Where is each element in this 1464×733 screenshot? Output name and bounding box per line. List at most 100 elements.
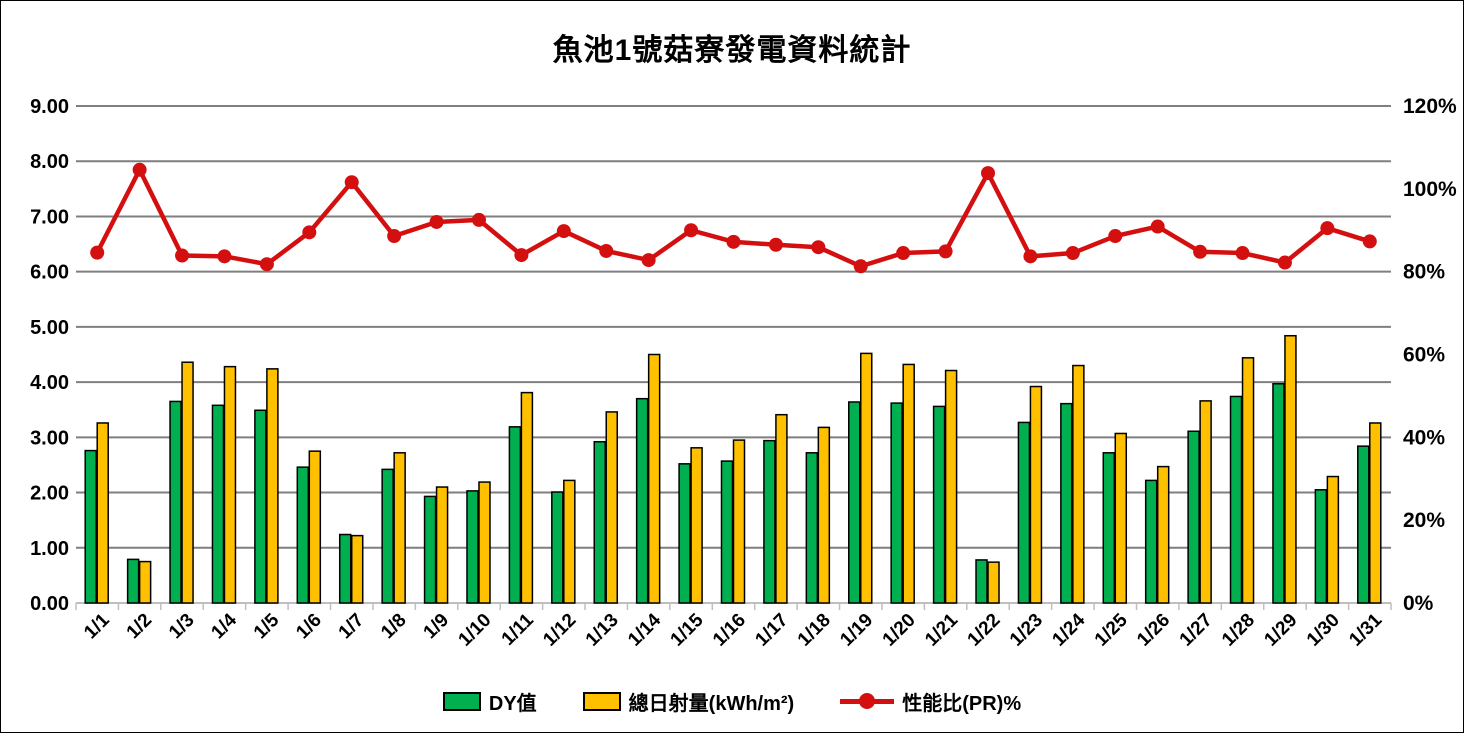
- pr-point-1/23: [1023, 249, 1038, 264]
- left-axis-label: 9.00: [30, 96, 69, 118]
- chart-legend: DY值 總日射量(kWh/m²) 性能比(PR)%: [1, 687, 1463, 716]
- bar-irradiance-1/14: [647, 353, 661, 604]
- bar-irradiance-1/29: [1284, 334, 1297, 604]
- legend-item-irradiance: 總日射量(kWh/m²): [582, 687, 795, 716]
- pr-point-1/1: [90, 245, 105, 260]
- pr-point-1/30: [1320, 221, 1335, 236]
- bar-irradiance-1/3: [181, 361, 194, 604]
- x-axis-label: 1/7: [335, 610, 369, 644]
- pr-point-1/26: [1150, 219, 1165, 234]
- left-axis-label: 3.00: [30, 427, 69, 449]
- x-axis-label: 1/3: [165, 610, 199, 644]
- irradiance-swatch-icon: [582, 692, 621, 711]
- bar-dy-1/21: [932, 405, 946, 604]
- right-axis-label: 80%: [1403, 261, 1445, 284]
- x-axis-label: 1/4: [207, 609, 241, 643]
- legend-item-dy: DY值: [442, 687, 537, 716]
- x-axis-label: 1/24: [1048, 609, 1089, 650]
- pr-point-1/29: [1277, 255, 1292, 270]
- x-axis-label: 1/8: [377, 610, 411, 644]
- bar-dy-1/12: [551, 491, 564, 604]
- pr-line-marker-icon: [840, 693, 895, 709]
- bar-dy-1/30: [1314, 489, 1328, 604]
- legend-item-pr: 性能比(PR)%: [840, 687, 1021, 716]
- x-axis-label: 1/11: [498, 609, 539, 650]
- bar-dy-1/13: [593, 441, 606, 604]
- bar-irradiance-1/21: [944, 369, 958, 604]
- bar-dy-1/2: [126, 558, 140, 604]
- left-axis-label: 8.00: [30, 151, 69, 173]
- bar-irradiance-1/15: [690, 447, 703, 604]
- left-axis-label: 5.00: [30, 317, 69, 339]
- pr-point-1/9: [429, 214, 444, 229]
- bar-irradiance-1/4: [223, 365, 237, 604]
- pr-point-1/5: [259, 257, 274, 272]
- right-axis-label: 60%: [1403, 344, 1445, 367]
- chart-title: 魚池1號菇寮發電資料統計: [552, 34, 912, 67]
- bar-dy-1/18: [805, 452, 819, 604]
- x-axis-label: 1/16: [709, 610, 750, 651]
- x-axis-label: 1/22: [964, 610, 1005, 651]
- bar-irradiance-1/10: [478, 481, 491, 604]
- x-axis-label: 1/27: [1176, 610, 1217, 651]
- bar-dy-1/24: [1060, 402, 1073, 604]
- bar-irradiance-1/1: [96, 422, 109, 604]
- x-axis-label: 1/28: [1218, 610, 1259, 651]
- bar-dy-1/10: [466, 490, 479, 604]
- left-axis-label: 2.00: [30, 483, 69, 505]
- bar-dy-1/22: [975, 559, 988, 604]
- bar-dy-1/29: [1272, 383, 1285, 604]
- bar-irradiance-1/17: [775, 413, 788, 604]
- x-axis-label: 1/20: [879, 610, 920, 651]
- x-axis-label: 1/1: [80, 609, 114, 643]
- pr-point-1/13: [599, 243, 614, 258]
- left-axis-label: 4.00: [30, 372, 69, 394]
- pr-point-1/14: [641, 253, 656, 268]
- pr-point-1/4: [217, 249, 232, 264]
- pr-point-1/22: [981, 166, 996, 181]
- left-axis-label: 1.00: [30, 538, 69, 560]
- bar-irradiance-1/23: [1029, 385, 1043, 604]
- x-axis-label: 1/2: [123, 610, 157, 644]
- pr-point-1/24: [1065, 246, 1080, 261]
- bar-dy-1/25: [1102, 452, 1116, 604]
- right-axis-label: 100%: [1403, 178, 1457, 201]
- pr-point-1/10: [471, 212, 486, 227]
- pr-point-1/12: [556, 224, 571, 239]
- bar-irradiance-1/12: [563, 479, 576, 604]
- bar-dy-1/20: [890, 402, 903, 604]
- legend-label-pr: 性能比(PR)%: [902, 693, 1022, 715]
- legend-label-irradiance: 總日射量(kWh/m²): [628, 693, 795, 715]
- left-axis-label: 6.00: [30, 262, 69, 284]
- pr-point-1/16: [726, 234, 741, 249]
- bar-irradiance-1/9: [435, 486, 449, 604]
- pr-point-1/20: [896, 246, 911, 261]
- x-axis-label: 1/6: [292, 610, 326, 644]
- x-axis-label: 1/13: [582, 610, 623, 651]
- bar-irradiance-1/25: [1114, 432, 1128, 604]
- pr-point-1/27: [1193, 244, 1208, 259]
- dy-swatch-icon: [442, 692, 481, 711]
- bar-irradiance-1/30: [1326, 475, 1340, 604]
- bar-dy-1/9: [423, 495, 437, 604]
- x-axis-label: 1/17: [751, 610, 792, 651]
- pr-point-1/7: [344, 175, 359, 190]
- bar-irradiance-1/18: [817, 426, 831, 604]
- bar-irradiance-1/20: [902, 363, 915, 604]
- bar-dy-1/31: [1357, 445, 1370, 604]
- bar-irradiance-1/24: [1072, 364, 1085, 604]
- bar-dy-1/4: [211, 404, 225, 604]
- bar-dy-1/8: [381, 468, 394, 604]
- bar-irradiance-1/27: [1199, 400, 1212, 604]
- bar-irradiance-1/16: [732, 439, 746, 604]
- pr-point-1/25: [1108, 229, 1123, 244]
- pr-point-1/8: [387, 229, 402, 244]
- bar-irradiance-1/31: [1369, 422, 1382, 604]
- right-axis-label: 40%: [1403, 426, 1445, 449]
- bar-irradiance-1/8: [393, 452, 406, 604]
- bar-dy-1/1: [84, 449, 97, 604]
- bar-dy-1/15: [678, 463, 691, 604]
- x-axis-label: 1/26: [1133, 610, 1174, 651]
